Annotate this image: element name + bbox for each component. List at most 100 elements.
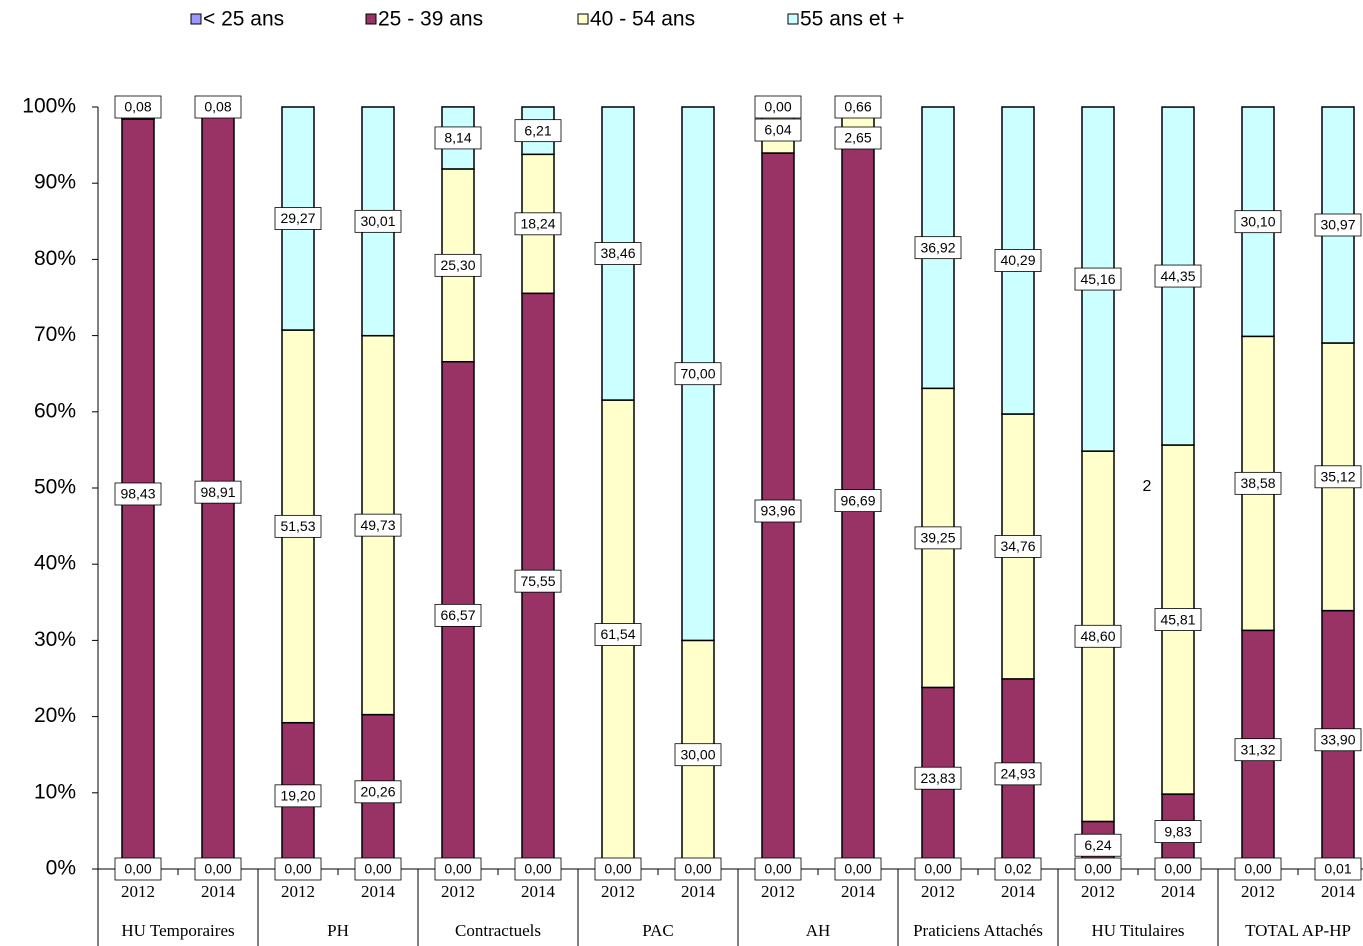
x-tick-label: 2014 (361, 882, 396, 901)
data-label: 6,21 (524, 122, 551, 138)
data-label-box (274, 857, 322, 881)
x-tick-label: 2012 (281, 882, 315, 901)
annotation: 2 (1143, 478, 1152, 495)
data-label: 6,24 (1084, 837, 1111, 853)
legend-swatch (365, 13, 377, 25)
y-tick-label: 100% (22, 95, 76, 118)
data-label: 24,93 (1000, 766, 1035, 782)
data-label-box (834, 95, 882, 119)
data-label-box (594, 857, 642, 881)
data-label-box (674, 857, 722, 881)
data-label: 0,00 (684, 861, 711, 877)
data-label: 45,16 (1080, 271, 1115, 287)
data-label-box (1234, 210, 1282, 234)
data-label: 70,00 (680, 365, 715, 381)
data-label-box (754, 118, 802, 142)
x-tick-label: 2012 (1241, 882, 1275, 901)
x-tick-label: 2014 (681, 882, 716, 901)
data-label: 2,65 (844, 130, 871, 146)
y-tick-label: 60% (34, 399, 76, 422)
group-label: Contractuels (455, 921, 541, 940)
data-label-box (434, 126, 482, 150)
data-label-box (914, 236, 962, 260)
data-label: 51,53 (280, 518, 315, 534)
data-label-box (434, 603, 482, 627)
x-tick-label: 2012 (121, 882, 155, 901)
data-label: 0,00 (764, 861, 791, 877)
data-label: 19,20 (280, 788, 315, 804)
data-label: 0,00 (444, 861, 471, 877)
x-tick-label: 2012 (1081, 882, 1115, 901)
data-label: 0,08 (124, 99, 151, 115)
data-label: 29,27 (280, 210, 315, 226)
data-label-box (1314, 857, 1362, 881)
data-label: 30,01 (360, 213, 395, 229)
data-label-box (994, 249, 1042, 272)
data-label-box (1074, 267, 1122, 291)
data-label: 36,92 (920, 239, 955, 255)
data-label: 0,00 (604, 861, 631, 877)
data-label-box (994, 762, 1042, 786)
group-label: HU Titulaires (1091, 921, 1184, 940)
x-tick-label: 2014 (1001, 882, 1036, 901)
data-label: 44,35 (1160, 268, 1195, 284)
data-label-box (1314, 213, 1362, 237)
data-label-box (834, 126, 882, 150)
data-label-box (114, 95, 162, 119)
data-label-box (354, 209, 402, 233)
data-label: 25,30 (440, 257, 475, 273)
data-label: 0,00 (764, 99, 791, 115)
data-label: 49,73 (360, 517, 395, 533)
data-label: 35,12 (1320, 469, 1355, 485)
data-label: 30,97 (1320, 217, 1355, 233)
data-label-box (274, 514, 322, 538)
data-label-box (914, 526, 962, 550)
y-tick-label: 70% (34, 323, 76, 346)
data-label: 75,55 (520, 573, 555, 589)
data-label: 40,29 (1000, 252, 1035, 268)
data-label-box (274, 207, 322, 230)
data-label: 0,00 (924, 861, 951, 877)
data-label: 98,43 (120, 486, 155, 502)
data-label-box (1154, 608, 1202, 631)
data-label: 30,00 (680, 746, 715, 762)
data-label-box (194, 95, 242, 119)
x-tick-label: 2012 (921, 882, 955, 901)
data-label: 61,54 (600, 626, 635, 642)
data-label: 39,25 (920, 530, 955, 546)
data-label: 93,96 (760, 503, 795, 519)
data-label-box (514, 119, 562, 143)
y-tick-label: 50% (34, 476, 76, 499)
data-label: 0,00 (364, 861, 391, 877)
legend-swatch (787, 13, 799, 25)
data-label: 0,66 (844, 99, 871, 115)
data-label-box (114, 857, 162, 881)
data-label-box (834, 489, 882, 513)
data-label-box (594, 242, 642, 265)
data-label-box (754, 857, 802, 881)
data-label-box (1074, 833, 1122, 857)
data-label: 0,00 (524, 861, 551, 877)
data-label-box (1314, 465, 1362, 489)
y-tick-label: 90% (34, 171, 76, 194)
data-label: 0,00 (1164, 861, 1191, 877)
data-label: 66,57 (440, 607, 475, 623)
y-tick-label: 10% (34, 780, 76, 803)
data-label-box (914, 766, 962, 790)
legend-label: 25 - 39 ans (378, 8, 483, 31)
data-label: 34,76 (1000, 538, 1035, 554)
data-label: 23,83 (920, 770, 955, 786)
data-label-box (1074, 624, 1122, 648)
data-label-box (994, 857, 1042, 881)
data-label-box (1234, 857, 1282, 881)
legend-swatch (190, 13, 202, 25)
data-label-box (1154, 820, 1202, 843)
data-label: 20,26 (360, 784, 395, 800)
y-tick-label: 20% (34, 704, 76, 727)
y-tick-label: 0% (46, 857, 76, 880)
y-tick-label: 80% (34, 247, 76, 270)
data-label-box (354, 513, 402, 537)
data-label: 0,00 (844, 861, 871, 877)
x-tick-label: 2014 (1161, 882, 1196, 901)
